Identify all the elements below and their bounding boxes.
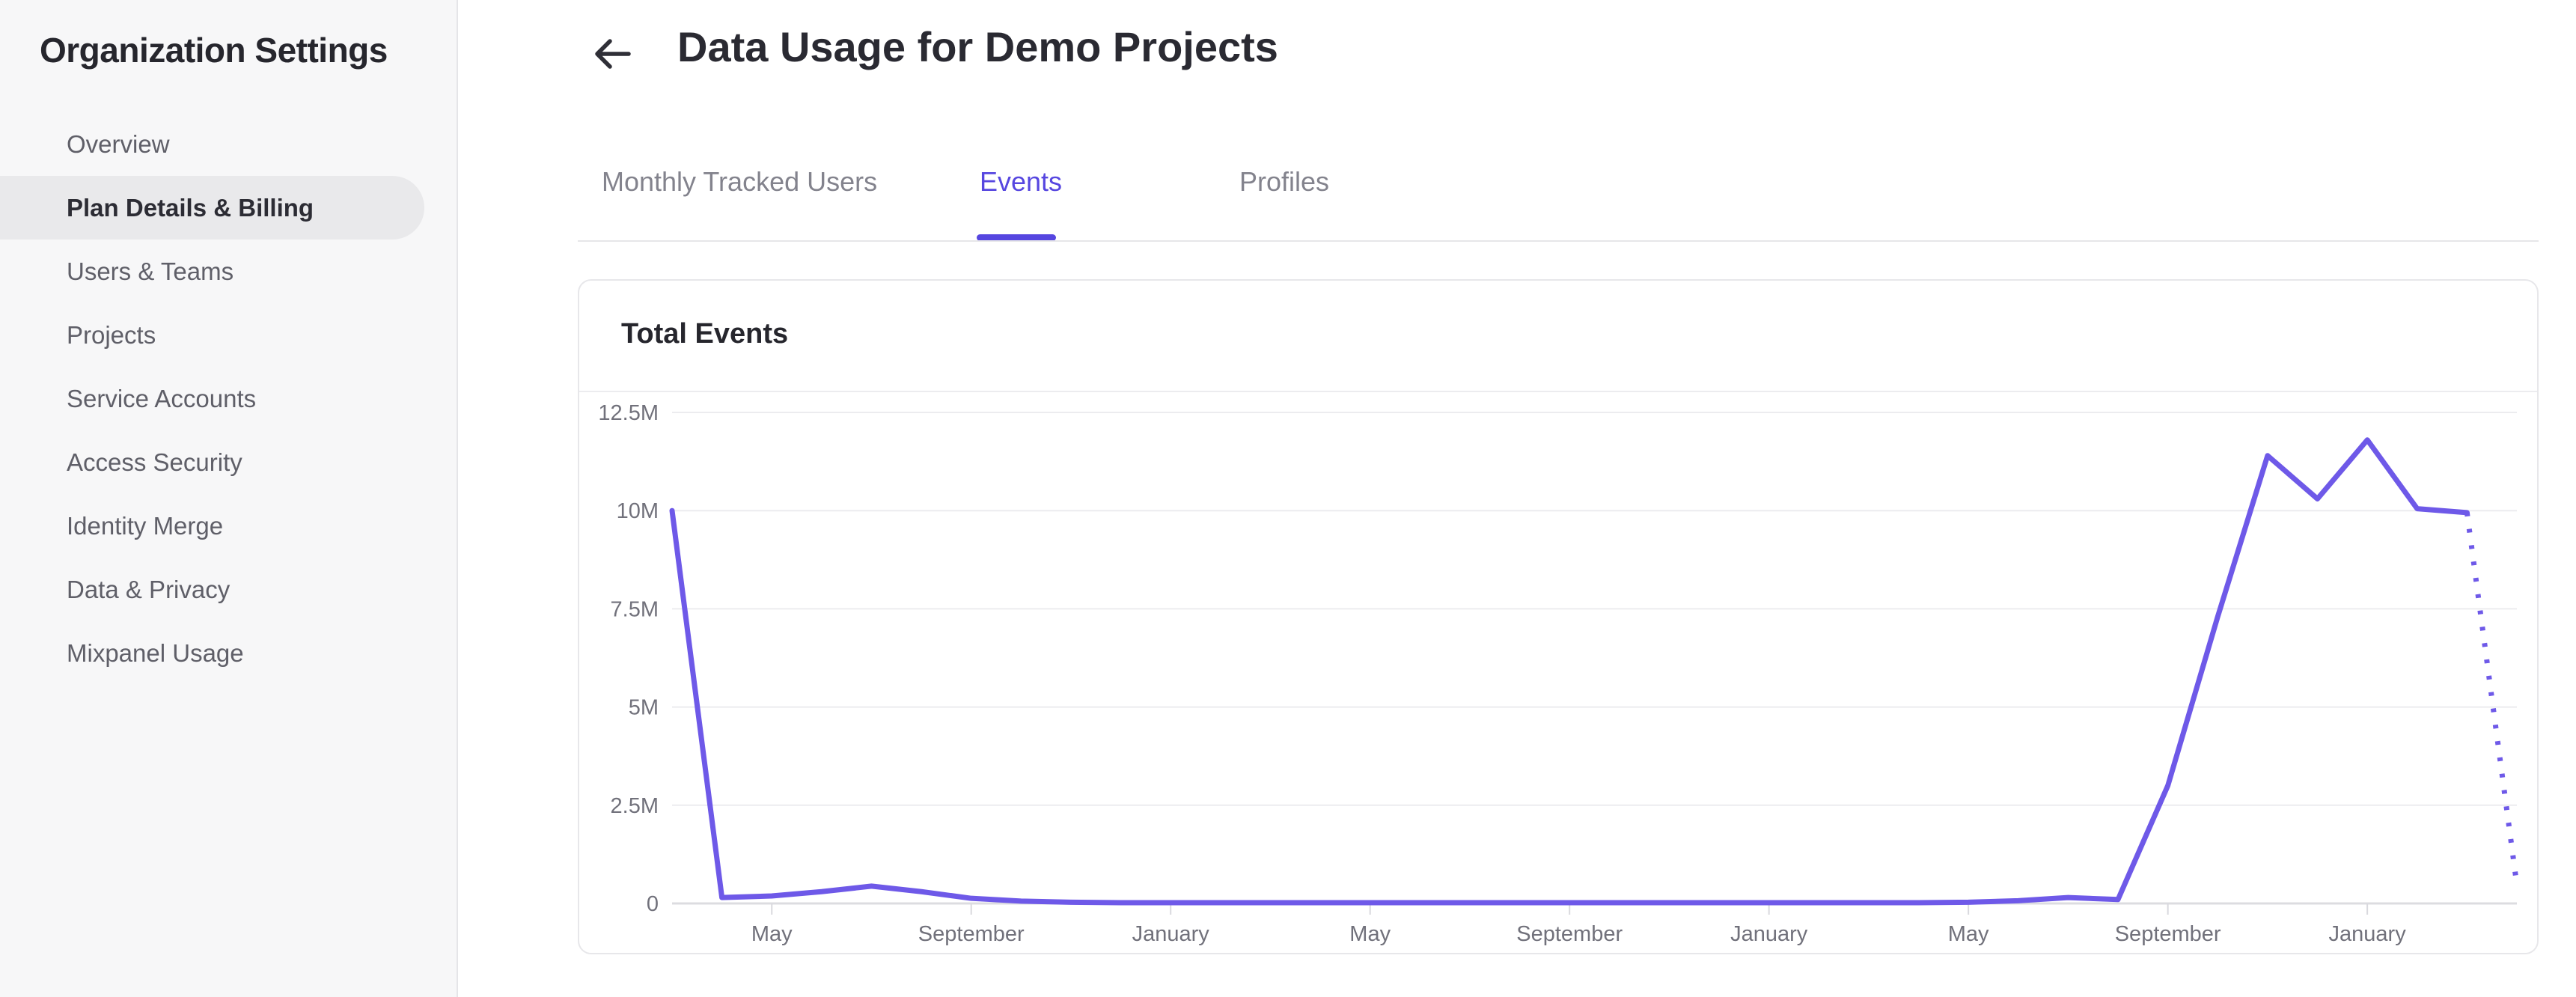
page-title: Data Usage for Demo Projects — [677, 23, 1278, 70]
sidebar-item-data-and-privacy[interactable]: Data & Privacy — [67, 576, 231, 603]
x-axis-label: September — [1516, 922, 1623, 946]
arrow-left-icon — [595, 39, 631, 69]
sidebar-item-projects[interactable]: Projects — [67, 321, 156, 349]
x-axis-label: May — [751, 922, 793, 946]
back-button[interactable] — [590, 31, 636, 76]
sidebar-item-users-and-teams[interactable]: Users & Teams — [67, 257, 234, 285]
sidebar-item-identity-merge[interactable]: Identity Merge — [67, 512, 224, 540]
x-axis-label: September — [2115, 922, 2221, 946]
x-axis-label: May — [1349, 922, 1391, 946]
total-events-line-projected-dotted — [2464, 512, 2520, 885]
card-header-divider — [579, 391, 2537, 392]
y-axis-label: 12.5M — [598, 401, 659, 425]
x-axis-label: May — [1948, 922, 1989, 946]
tab-monthly-tracked-users[interactable]: Monthly Tracked Users — [602, 166, 878, 197]
tab-events[interactable]: Events — [980, 166, 1063, 197]
sidebar-item-access-security[interactable]: Access Security — [67, 448, 242, 476]
sidebar-item-overview[interactable]: Overview — [67, 130, 170, 158]
tabs-divider — [578, 240, 2539, 242]
y-axis-label: 5M — [629, 696, 659, 720]
x-axis-label: January — [1730, 922, 1808, 946]
x-axis-label: September — [918, 922, 1025, 946]
total-events-line — [669, 437, 2470, 906]
sidebar-item-plan-details-and-billing[interactable]: Plan Details & Billing — [0, 176, 424, 240]
y-axis-label: 2.5M — [611, 794, 659, 818]
sidebar-item-mixpanel-usage[interactable]: Mixpanel Usage — [67, 639, 244, 667]
y-axis-label: 0 — [647, 892, 659, 916]
sidebar-nav: Overview Plan Details & Billing Users & Te… — [0, 112, 457, 685]
y-axis-label: 10M — [617, 499, 659, 523]
events-line-chart: 0 2.5M 5M 7.5M 10M 12.5M May September January Ma… — [598, 401, 2520, 946]
total-events-card: Total Events 0 2.5M 5M 7.5M 10M 12.5M May Septe… — [578, 279, 2539, 954]
sidebar-item-service-accounts[interactable]: Service Accounts — [67, 385, 257, 412]
x-axis-label: January — [2329, 922, 2407, 946]
sidebar-title: Organization Settings — [40, 31, 388, 70]
card-title: Total Events — [621, 318, 789, 350]
active-tab-underline — [977, 234, 1056, 241]
sidebar: Organization Settings Overview Plan Detai… — [0, 0, 458, 997]
y-axis-label: 7.5M — [611, 597, 659, 621]
tab-profiles[interactable]: Profiles — [1239, 166, 1330, 197]
x-axis-label: January — [1132, 922, 1210, 946]
